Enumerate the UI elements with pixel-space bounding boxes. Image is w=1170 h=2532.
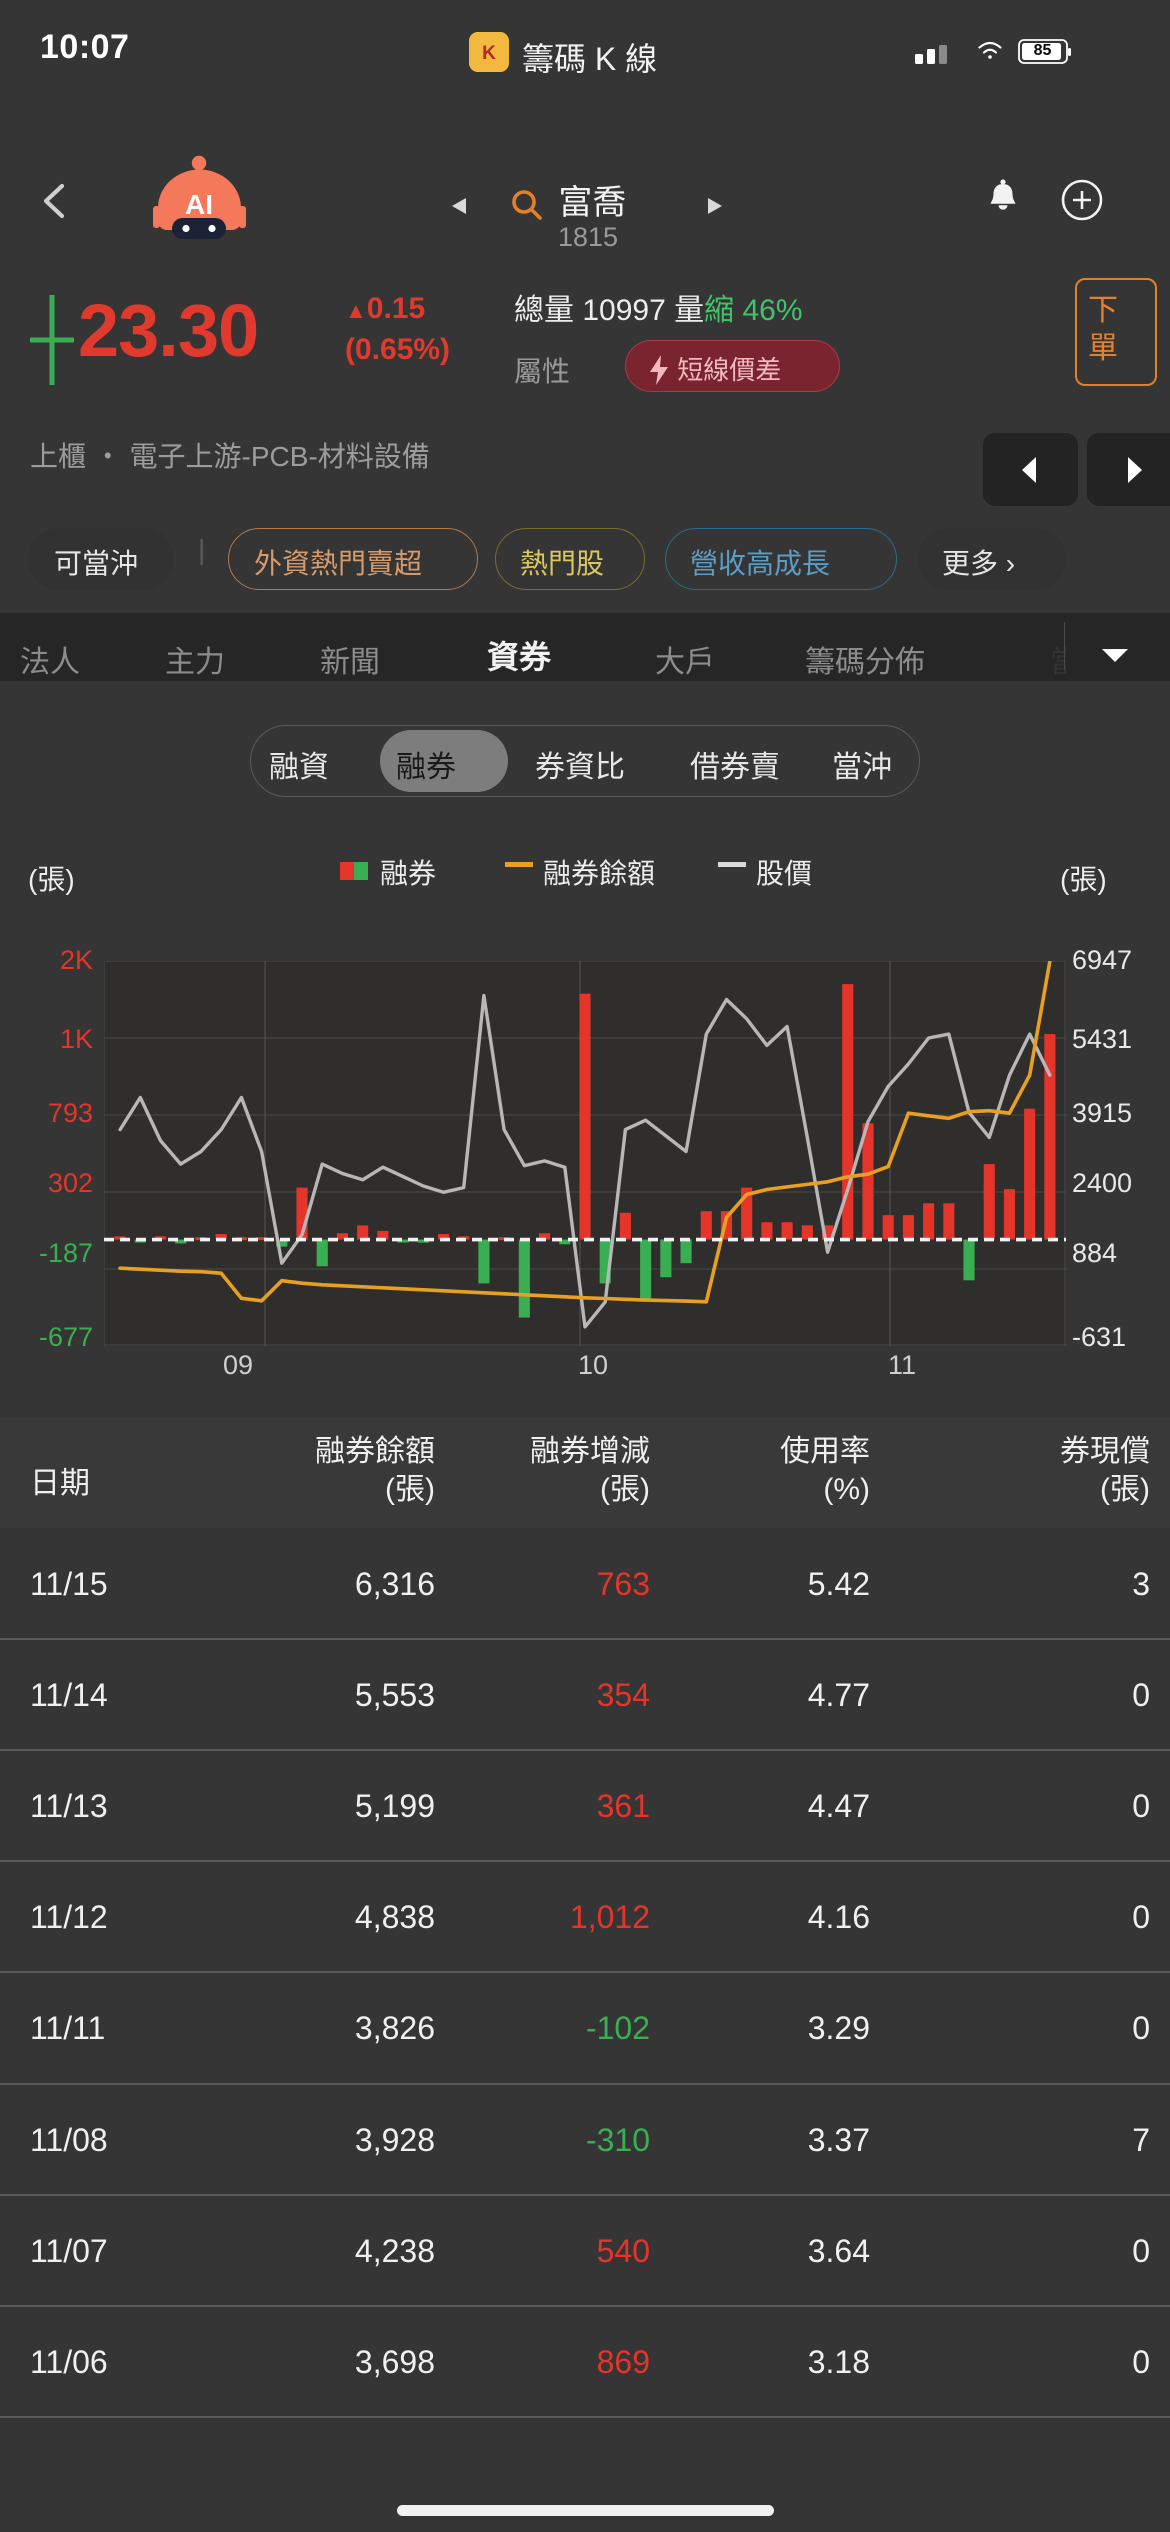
svg-text:K: K <box>482 43 496 64</box>
svg-text:AI: AI <box>185 189 213 220</box>
